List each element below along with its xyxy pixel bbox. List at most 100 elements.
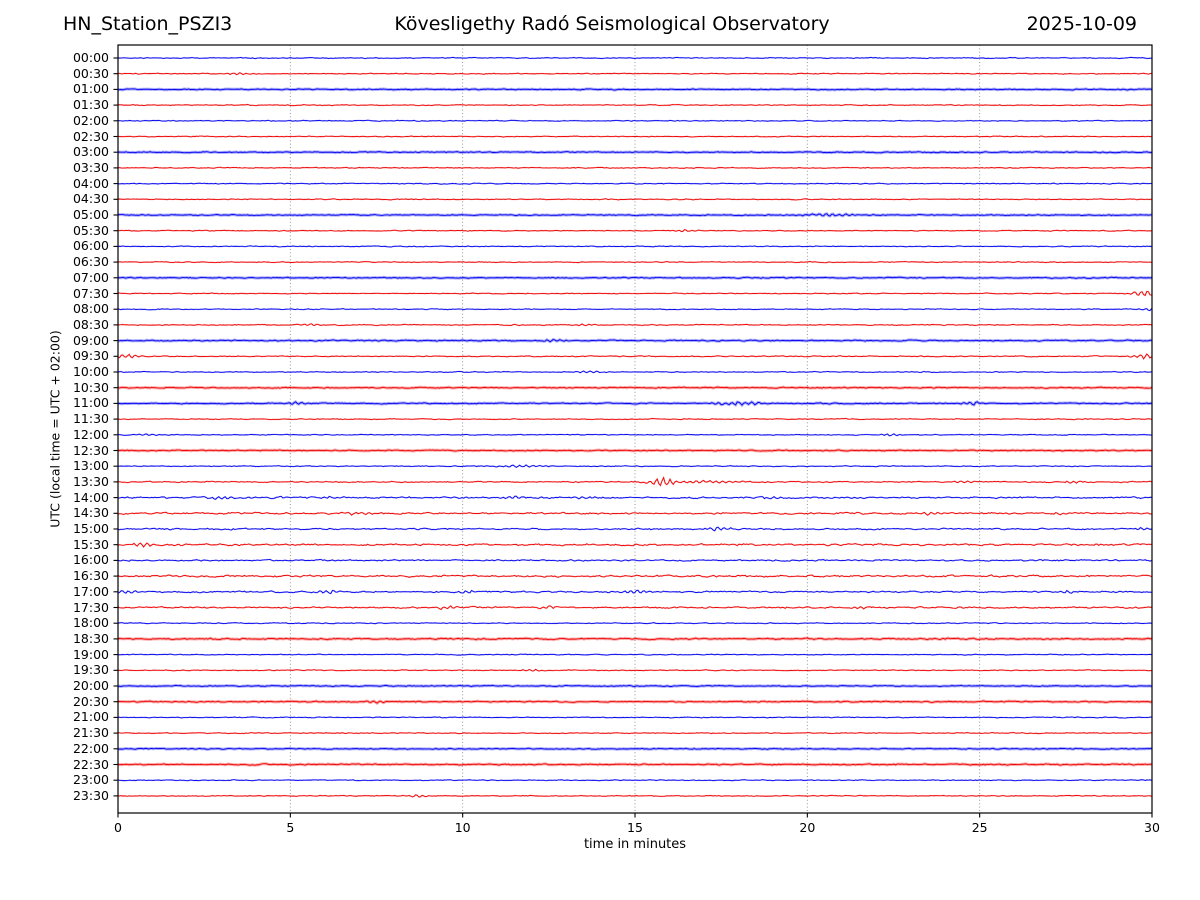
seismogram-trace: [117, 449, 1152, 452]
x-tick-label: 0: [114, 820, 122, 835]
seismogram-trace: [117, 700, 1152, 704]
seismogram-trace: [117, 668, 1152, 672]
y-tick-label: 18:30: [72, 630, 109, 646]
y-tick-label: 12:00: [72, 426, 109, 442]
y-tick-label: 15:00: [72, 521, 109, 536]
seismogram-trace: [117, 622, 1152, 625]
y-tick-label: 16:30: [72, 568, 109, 584]
seismogram-trace: [117, 511, 1152, 516]
y-tick-label: 20:30: [72, 693, 109, 709]
y-tick-label: 22:00: [72, 740, 109, 756]
seismogram-trace: [117, 151, 1152, 154]
x-tick-label: 10: [454, 820, 471, 835]
y-tick-label: 01:30: [72, 97, 109, 113]
seismogram-trace: [117, 558, 1152, 562]
y-tick-label: 21:00: [72, 709, 109, 725]
x-tick-label: 15: [627, 820, 643, 835]
y-tick-label: 20:00: [72, 678, 109, 693]
y-tick-label: 10:30: [72, 379, 109, 395]
seismogram-trace: [117, 104, 1152, 107]
y-tick-label: 23:00: [72, 772, 109, 788]
seismogram-trace: [117, 56, 1152, 60]
x-tick-label: 30: [1144, 820, 1160, 835]
x-tick-label: 20: [799, 820, 816, 835]
seismogram-trace: [117, 370, 1152, 374]
y-tick-label: 19:30: [72, 662, 109, 678]
seismogram-trace: [117, 323, 1152, 327]
seismogram-trace: [117, 276, 1152, 279]
y-tick-label: 10:00: [72, 364, 109, 379]
seismogram-trace: [117, 229, 1152, 232]
y-tick-label: 08:00: [72, 301, 109, 317]
y-tick-label: 12:30: [72, 442, 109, 458]
y-tick-label: 05:30: [72, 222, 109, 238]
y-tick-label: 00:00: [72, 50, 109, 65]
y-tick-label: 18:00: [72, 615, 109, 631]
seismogram-trace: [117, 589, 1152, 595]
y-tick-label: 22:30: [72, 756, 109, 772]
station-title: HN_Station_PSZI3: [63, 13, 233, 35]
y-tick-label: 03:30: [72, 159, 109, 175]
y-tick-label: 01:00: [72, 81, 109, 97]
seismogram-trace: [117, 779, 1152, 782]
seismogram-trace: [117, 72, 1152, 76]
seismogram-trace: [117, 353, 1152, 360]
seismogram-trace: [117, 339, 1152, 343]
seismogram-trace: [117, 605, 1152, 610]
seismogram-trace: [117, 794, 1152, 798]
y-tick-label: 21:30: [72, 725, 109, 741]
seismogram-trace: [117, 476, 1152, 487]
seismogram-trace: [117, 166, 1152, 169]
plot-frame: [117, 44, 1153, 814]
x-axis-title: time in minutes: [583, 837, 687, 852]
seismogram-trace: [117, 684, 1152, 688]
y-tick-label: 14:30: [72, 505, 109, 521]
y-tick-label: 09:00: [72, 332, 109, 348]
y-tick-label: 14:00: [72, 489, 109, 505]
observatory-title: Kövesligethy Radó Seismological Observat…: [394, 13, 830, 35]
seismogram-trace: [117, 119, 1152, 122]
y-tick-label: 13:00: [72, 458, 109, 474]
seismogram-trace: [117, 135, 1152, 138]
seismogram-trace: [117, 464, 1152, 468]
seismogram-trace: [117, 182, 1152, 185]
y-tick-label: 07:00: [72, 269, 109, 285]
seismogram-trace: [117, 763, 1152, 766]
y-tick-label: 06:30: [72, 254, 109, 270]
seismogram-trace: [117, 653, 1152, 656]
seismogram-trace: [117, 637, 1152, 641]
y-axis-title: UTC (local time = UTC + 02:00): [47, 330, 63, 528]
y-tick-label: 16:00: [72, 552, 109, 568]
y-tick-label: 13:30: [72, 473, 109, 489]
y-tick-label: 15:30: [72, 536, 109, 552]
seismogram-trace: [117, 574, 1152, 578]
seismogram-trace: [117, 433, 1152, 437]
y-tick-label: 23:30: [72, 787, 109, 803]
seismogram-trace: [117, 245, 1152, 248]
y-tick-label: 08:30: [72, 316, 109, 332]
seismogram-trace: [117, 290, 1152, 297]
seismogram-trace: [117, 747, 1152, 750]
date-title: 2025-10-09: [1026, 13, 1137, 35]
seismogram-trace: [117, 417, 1152, 421]
y-tick-label: 06:00: [72, 238, 109, 254]
y-tick-label: 04:30: [72, 191, 109, 207]
y-tick-label: 02:30: [72, 128, 109, 144]
seismogram-trace: [117, 495, 1152, 500]
y-tick-label: 11:30: [72, 411, 109, 427]
y-tick-label: 00:30: [72, 65, 109, 81]
y-tick-label: 17:00: [72, 583, 109, 599]
y-tick-label: 19:00: [72, 646, 109, 662]
seismogram-trace: [117, 401, 1152, 406]
y-tick-label: 07:30: [72, 285, 109, 301]
seismogram-trace: [117, 732, 1152, 735]
x-tick-label: 5: [286, 820, 295, 835]
y-tick-label: 09:30: [72, 348, 109, 364]
y-tick-label: 02:00: [72, 112, 109, 128]
y-tick-label: 11:00: [72, 395, 109, 411]
y-tick-label: 04:00: [72, 175, 109, 191]
seismogram-trace: [117, 261, 1152, 264]
x-tick-label: 25: [971, 820, 988, 835]
